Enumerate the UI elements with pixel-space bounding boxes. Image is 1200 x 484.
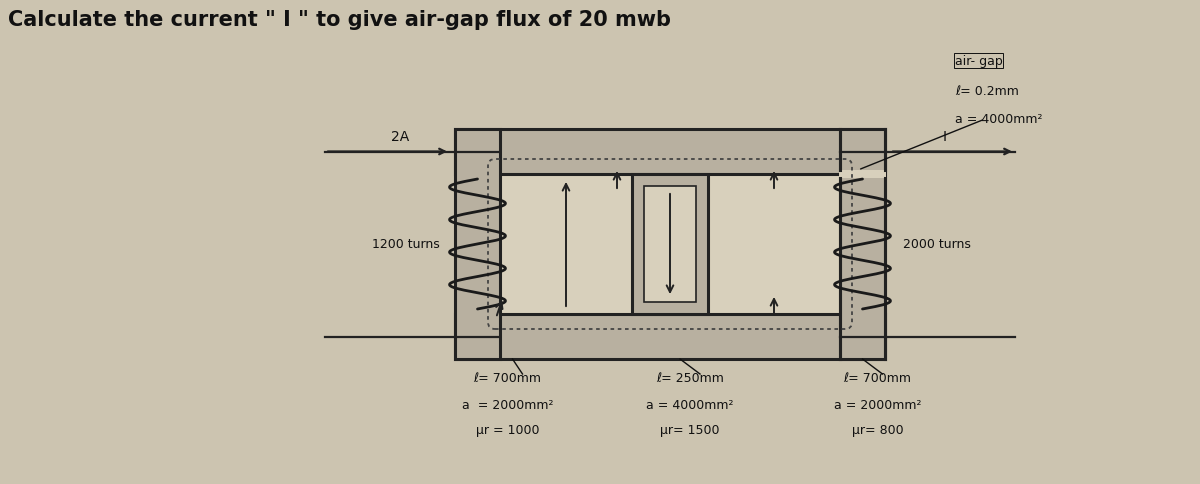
Text: a = 4000mm²: a = 4000mm² — [955, 113, 1043, 126]
Text: ℓ= 700mm: ℓ= 700mm — [474, 371, 541, 384]
Bar — [839, 171, 886, 179]
Bar — [644, 187, 696, 302]
Bar — [455, 130, 500, 359]
Bar — [455, 130, 886, 175]
Text: μr = 1000: μr = 1000 — [475, 423, 539, 436]
Text: μr= 1500: μr= 1500 — [660, 423, 720, 436]
Bar — [632, 175, 708, 314]
Text: ℓ= 700mm: ℓ= 700mm — [844, 371, 912, 384]
Text: a  = 2000mm²: a = 2000mm² — [462, 398, 553, 411]
Bar — [840, 130, 884, 359]
Text: 1200 turns: 1200 turns — [372, 238, 440, 251]
Bar — [455, 130, 886, 359]
Text: Calculate the current " I " to give air-gap flux of 20 mwb: Calculate the current " I " to give air-… — [8, 10, 671, 30]
Text: ℓ= 0.2mm: ℓ= 0.2mm — [955, 85, 1019, 98]
Text: air- gap: air- gap — [955, 55, 1003, 68]
Text: 2A: 2A — [391, 130, 409, 144]
Bar — [455, 314, 886, 359]
Text: ℓ= 250mm: ℓ= 250mm — [656, 371, 724, 384]
Text: a = 4000mm²: a = 4000mm² — [647, 398, 733, 411]
Text: a = 2000mm²: a = 2000mm² — [834, 398, 922, 411]
Text: I: I — [943, 130, 947, 144]
Text: 2000 turns: 2000 turns — [902, 238, 971, 251]
Text: μr= 800: μr= 800 — [852, 423, 904, 436]
